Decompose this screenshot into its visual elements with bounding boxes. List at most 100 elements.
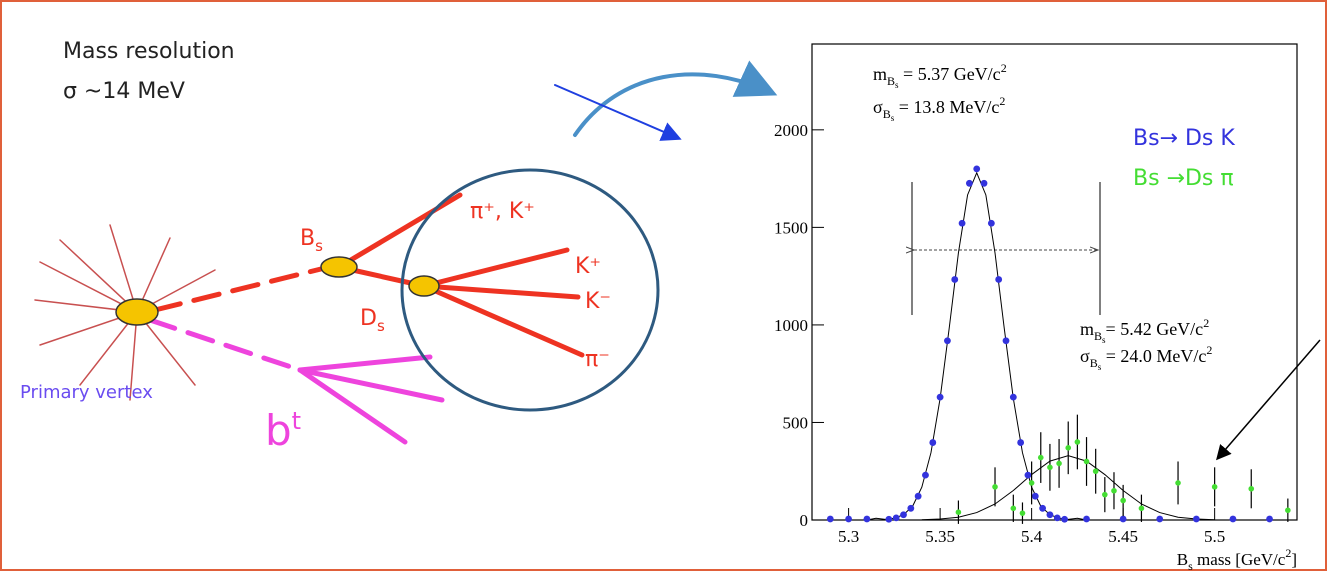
annotation-part: B	[1090, 356, 1098, 370]
bs-main: B	[300, 226, 315, 251]
b-sup: t	[292, 407, 301, 435]
data-point	[1120, 498, 1126, 504]
x-label-part: mass [GeV/c	[1193, 550, 1286, 569]
data-point	[1054, 514, 1061, 521]
data-point	[937, 394, 944, 401]
data-point	[1139, 505, 1145, 511]
data-point	[951, 276, 958, 283]
annotation-part: = 5.37 GeV/c	[899, 64, 1001, 84]
data-point	[827, 516, 834, 523]
data-point	[1084, 459, 1090, 465]
ds-label: Ds	[360, 306, 385, 335]
data-point	[1056, 461, 1062, 467]
y-tick-label: 500	[783, 413, 809, 432]
b-main: b	[265, 406, 292, 455]
data-point	[1038, 455, 1044, 461]
annotation-part: 2	[1203, 316, 1209, 330]
x-tick-label: 5.45	[1108, 527, 1138, 546]
data-point	[1248, 486, 1254, 492]
x-axis-label: Bs mass [GeV/c2]	[1177, 546, 1297, 571]
annotation-part: B	[883, 107, 891, 121]
data-point	[1065, 445, 1071, 451]
data-point	[1120, 516, 1127, 523]
data-point	[1025, 472, 1032, 479]
data-point	[988, 220, 995, 227]
data-point	[929, 439, 936, 446]
data-point	[1047, 465, 1053, 471]
bs-label: Bs	[300, 226, 323, 255]
data-point	[1093, 468, 1099, 474]
annotation-part: 2	[1001, 61, 1007, 75]
x-tick-label: 5.5	[1204, 527, 1225, 546]
annotation-part: σ	[873, 97, 883, 117]
data-point	[973, 165, 980, 172]
data-point	[885, 516, 892, 523]
product-label: K⁻	[585, 289, 611, 314]
data-point	[1003, 337, 1010, 344]
data-point	[845, 516, 852, 523]
product-label: K⁺	[575, 254, 601, 279]
annotation-part: m	[1080, 319, 1094, 339]
bs-sub: s	[315, 237, 323, 255]
annotation-part: σ	[1080, 346, 1090, 366]
data-point	[1047, 511, 1054, 518]
data-point	[995, 276, 1002, 283]
ds-sub: s	[377, 317, 385, 335]
x-tick-label: 5.3	[838, 527, 859, 546]
data-point	[1020, 510, 1026, 516]
data-point	[981, 180, 988, 187]
data-point	[1032, 493, 1039, 500]
annotation: σBs = 13.8 MeV/c2	[873, 94, 1005, 123]
x-label-part: B	[1177, 550, 1188, 569]
data-point	[1156, 516, 1163, 523]
data-point	[956, 509, 962, 515]
annotation-part: B	[1094, 329, 1102, 343]
slide: Mass resolution σ ~14 MeV Bs Ds π⁺, K⁺ K…	[0, 0, 1327, 571]
annotation-part: = 24.0 MeV/c	[1101, 346, 1206, 366]
data-point	[915, 493, 922, 500]
annotation: σBs = 24.0 MeV/c2	[1080, 343, 1212, 372]
data-point	[907, 505, 914, 512]
data-point	[1212, 484, 1218, 490]
annotation-part: B	[887, 74, 895, 88]
data-point	[1029, 480, 1035, 486]
data-point	[1010, 394, 1017, 401]
data-point	[992, 484, 998, 490]
legend-entry: Bs →Ds π	[1133, 166, 1234, 191]
data-point	[1111, 488, 1117, 494]
product-label: π⁺, K⁺	[470, 199, 535, 224]
fit-curve	[849, 173, 1105, 520]
y-tick-label: 1000	[774, 316, 808, 335]
data-point	[1175, 480, 1181, 486]
border	[1, 1, 1326, 570]
data-point	[900, 511, 907, 518]
annotation-part: = 13.8 MeV/c	[894, 97, 999, 117]
data-point	[959, 220, 966, 227]
data-point	[1230, 516, 1237, 523]
b-label: bt	[265, 406, 301, 455]
data-point	[864, 516, 871, 523]
y-tick-label: 0	[800, 511, 809, 530]
subtitle: σ ~14 MeV	[63, 79, 185, 104]
data-point	[1075, 439, 1081, 445]
data-point	[893, 514, 900, 521]
annotation-part: 2	[999, 94, 1005, 108]
annotation-part: 2	[1206, 343, 1212, 357]
annotation: mBs = 5.37 GeV/c2	[873, 61, 1007, 90]
x-tick-label: 5.4	[1021, 527, 1043, 546]
ds-main: D	[360, 306, 377, 331]
x-tick-label: 5.35	[925, 527, 955, 546]
vertex-label: Primary vertex	[20, 382, 153, 403]
data-point	[1011, 505, 1017, 511]
y-tick-label: 1500	[774, 218, 808, 237]
legend-entry: Bs→ Ds K	[1133, 126, 1235, 151]
data-point	[944, 337, 951, 344]
annotation: mBs= 5.42 GeV/c2	[1080, 316, 1209, 345]
data-point	[1039, 505, 1046, 512]
data-point	[1061, 516, 1068, 523]
pointer-arrow	[1218, 340, 1320, 458]
data-point	[1285, 507, 1291, 513]
data-point	[1193, 516, 1200, 523]
annotation-part: m	[873, 64, 887, 84]
data-point	[1102, 492, 1108, 498]
